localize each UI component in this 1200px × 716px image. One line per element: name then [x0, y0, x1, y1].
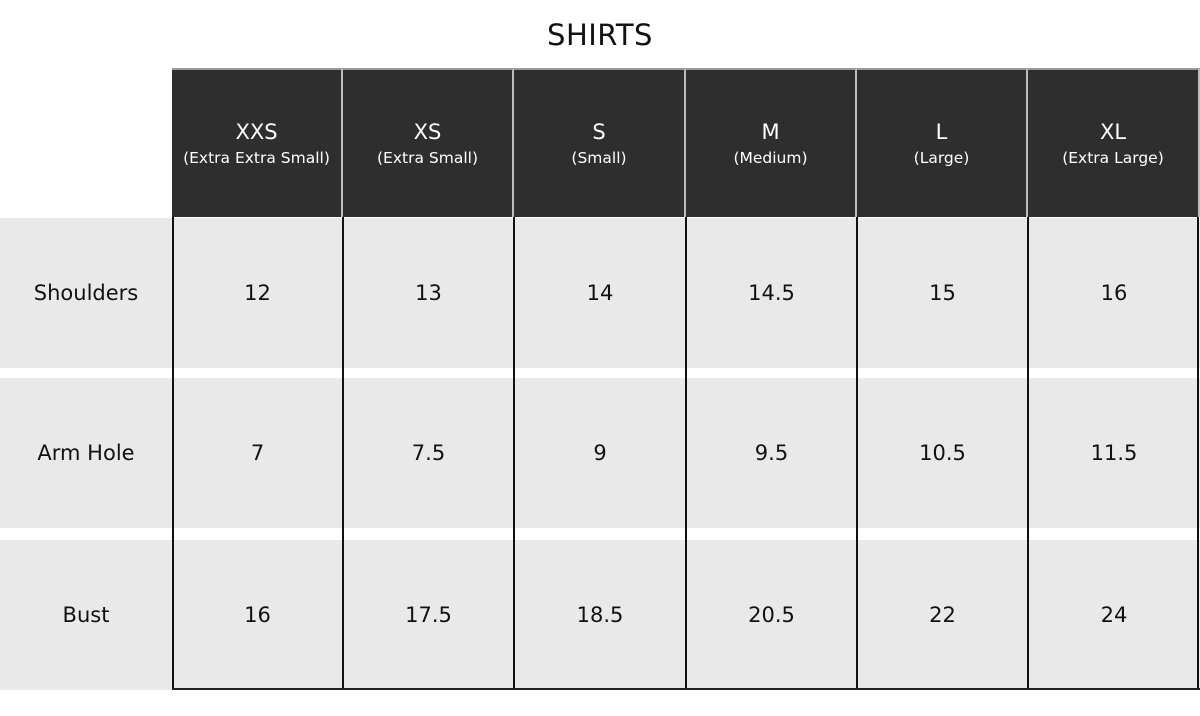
table-cell: 7 [250, 441, 265, 465]
row-label: Shoulders [33, 281, 139, 305]
table-row [0, 378, 1200, 528]
table-cell: 14.5 [748, 281, 795, 305]
table-row [0, 218, 1200, 368]
grid-line [685, 217, 687, 690]
size-description: (Extra Extra Small) [183, 148, 330, 167]
table-cell: 7.5 [411, 441, 446, 465]
size-code: XS [413, 119, 442, 144]
size-header-xl: XL (Extra Large) [1028, 68, 1200, 217]
grid-line [342, 217, 344, 690]
size-description: (Large) [913, 148, 970, 167]
table-cell: 11.5 [1090, 441, 1138, 465]
size-description: (Medium) [733, 148, 808, 167]
grid-line [513, 217, 515, 690]
table-cell: 15 [929, 281, 956, 305]
grid-line [172, 688, 1200, 690]
grid-line [1197, 217, 1199, 690]
size-code: XL [1099, 119, 1127, 144]
size-code: S [592, 119, 606, 144]
size-header-m: M (Medium) [686, 68, 857, 217]
grid-line [1027, 217, 1029, 690]
table-cell: 13 [415, 281, 442, 305]
table-cell: 17.5 [405, 603, 452, 627]
size-description: (Extra Small) [377, 148, 478, 167]
table-cell: 16 [1100, 281, 1128, 305]
size-code: XXS [235, 119, 278, 144]
size-header-l: L (Large) [857, 68, 1028, 217]
table-row [0, 540, 1200, 690]
table-cell: 20.5 [748, 603, 795, 627]
size-header-xs: XS (Extra Small) [343, 68, 514, 217]
size-header-xxs: XXS (Extra Extra Small) [172, 68, 343, 217]
table-cell: 14 [586, 281, 614, 305]
size-description: (Extra Large) [1062, 148, 1164, 167]
grid-line [856, 217, 858, 690]
row-label: Bust [62, 603, 110, 627]
table-cell: 9.5 [754, 441, 789, 465]
table-cell: 12 [244, 281, 271, 305]
row-label: Arm Hole [37, 441, 135, 465]
size-header-s: S (Small) [514, 68, 686, 217]
grid-line [172, 217, 174, 690]
size-description: (Small) [571, 148, 627, 167]
table-cell: 10.5 [919, 441, 966, 465]
table-cell: 18.5 [576, 603, 624, 627]
size-code: M [761, 119, 780, 144]
table-cell: 22 [929, 603, 956, 627]
table-cell: 16 [244, 603, 271, 627]
page-title: SHIRTS [547, 18, 653, 52]
table-cell: 24 [1100, 603, 1128, 627]
table-cell: 9 [593, 441, 607, 465]
size-code: L [935, 119, 948, 144]
